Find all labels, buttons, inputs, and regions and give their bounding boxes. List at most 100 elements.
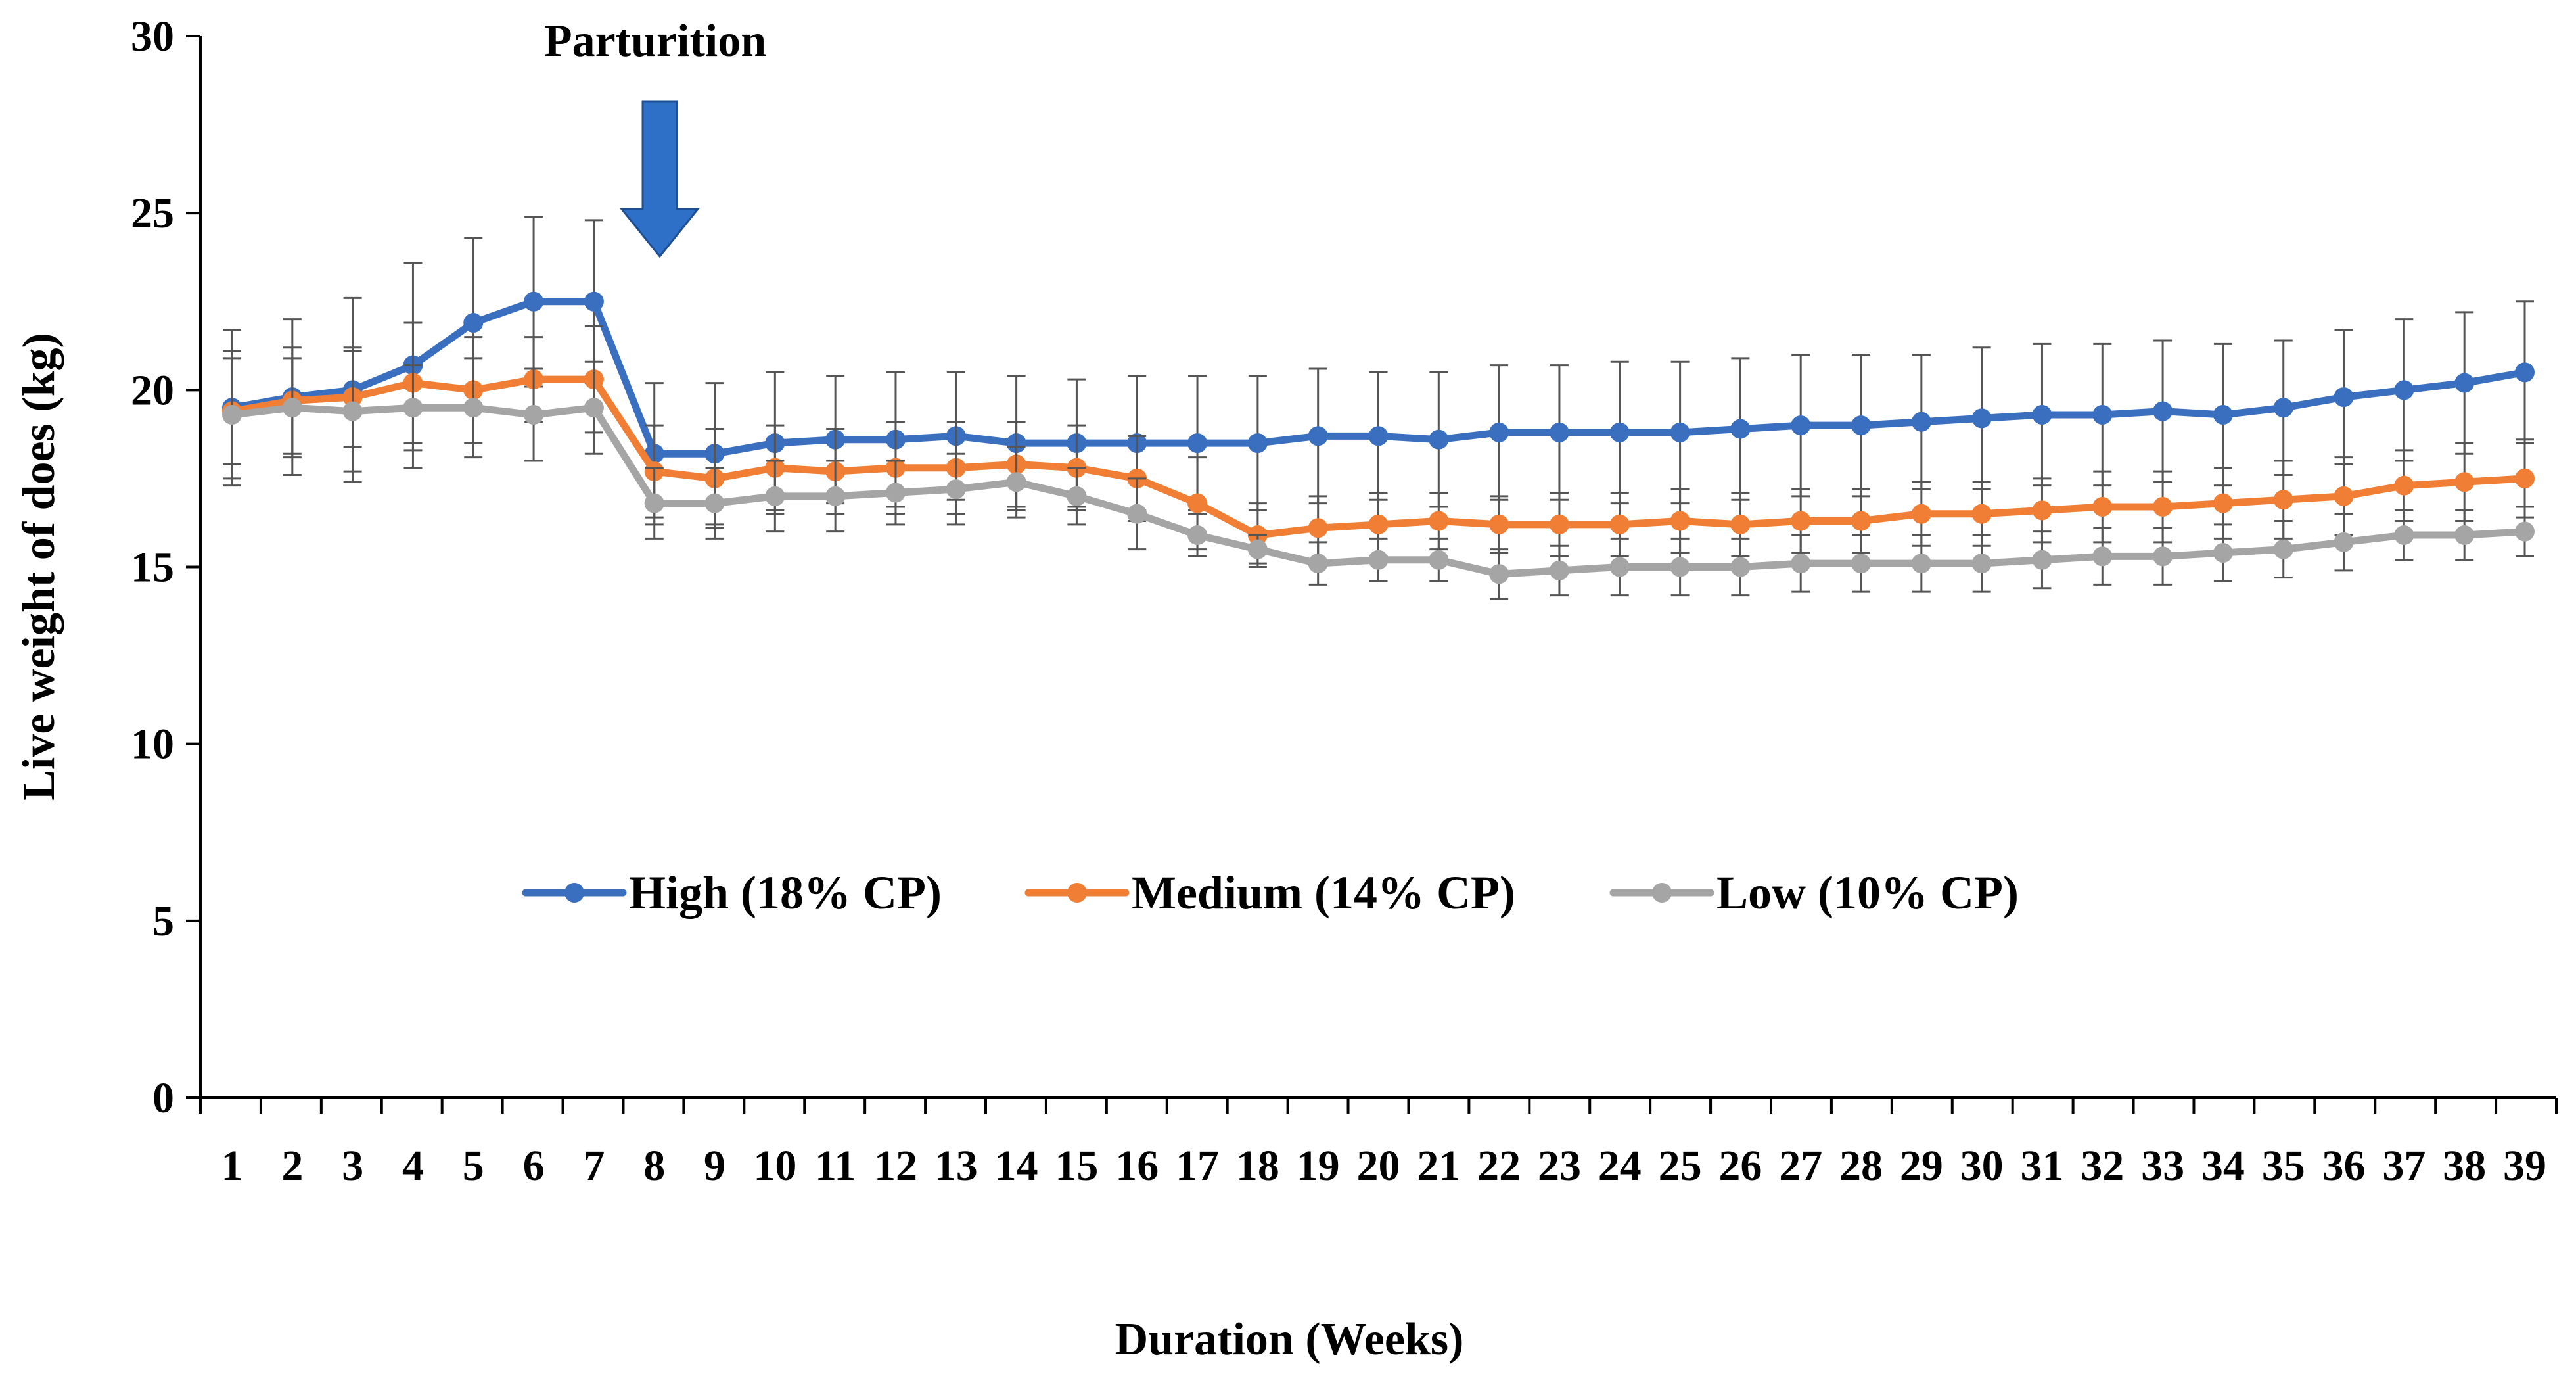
data-point-medium: [2334, 486, 2354, 506]
data-point-high: [1730, 419, 1751, 439]
data-point-medium: [2394, 475, 2414, 496]
data-point-low: [1730, 557, 1751, 577]
data-point-high: [2273, 398, 2293, 418]
data-point-high: [1429, 429, 1449, 450]
data-point-low: [463, 398, 484, 418]
y-axis-title: Live weight of does (kg): [14, 333, 64, 801]
x-tick-label: 20: [1357, 1142, 1400, 1190]
x-tick-label: 27: [1779, 1142, 1822, 1190]
data-point-medium: [2153, 496, 2173, 517]
data-point-high: [1791, 415, 1811, 436]
data-point-medium: [2454, 472, 2475, 492]
data-point-high: [1187, 433, 1208, 454]
x-tick-label: 21: [1417, 1142, 1460, 1190]
x-tick-label: 35: [2262, 1142, 2305, 1190]
legend-item-medium: Medium (14% CP): [1024, 866, 1515, 919]
legend-label-medium: Medium (14% CP): [1132, 866, 1515, 919]
data-point-high: [1308, 426, 1328, 446]
x-tick-label: 3: [342, 1142, 363, 1190]
data-point-medium: [1609, 514, 1630, 534]
x-tick-label: 18: [1236, 1142, 1279, 1190]
data-point-low: [946, 479, 966, 500]
data-point-low: [2213, 542, 2233, 563]
data-point-high: [2153, 401, 2173, 421]
x-tick-label: 9: [704, 1142, 725, 1190]
data-point-low: [2334, 532, 2354, 552]
x-tick-label: 7: [583, 1142, 605, 1190]
x-tick-label: 11: [815, 1142, 856, 1190]
data-point-low: [1006, 472, 1026, 492]
data-point-low: [1971, 554, 1992, 574]
x-tick-label: 36: [2322, 1142, 2366, 1190]
data-point-high: [524, 291, 544, 312]
x-tick-label: 23: [1538, 1142, 1581, 1190]
data-point-high: [1911, 412, 1931, 432]
data-point-high: [2032, 405, 2052, 425]
x-tick-label: 16: [1115, 1142, 1159, 1190]
data-point-low: [825, 486, 846, 506]
data-point-low: [2153, 546, 2173, 567]
x-tick-label: 13: [934, 1142, 978, 1190]
data-point-high: [1247, 433, 1268, 454]
data-point-high: [584, 291, 604, 312]
x-tick-label: 33: [2141, 1142, 2184, 1190]
data-point-medium: [1187, 493, 1208, 513]
data-point-medium: [1791, 511, 1811, 531]
parturition-label: Parturition: [544, 16, 766, 66]
x-tick-label: 34: [2201, 1142, 2245, 1190]
y-tick-label: 20: [131, 366, 174, 414]
x-tick-label: 28: [1839, 1142, 1883, 1190]
data-point-medium: [1911, 504, 1931, 524]
y-tick-label: 25: [131, 189, 174, 237]
data-point-low: [2273, 539, 2293, 559]
series-layer: [222, 216, 2535, 600]
y-tick-label: 30: [131, 12, 174, 60]
y-ticks: 0 5 10 15 20 25 30: [131, 12, 200, 1122]
data-point-high: [2334, 387, 2354, 408]
data-point-high: [2213, 405, 2233, 425]
x-tick-label: 38: [2443, 1142, 2486, 1190]
data-point-high: [2394, 380, 2414, 400]
data-point-low: [1187, 525, 1208, 546]
y-tick-label: 15: [131, 544, 174, 592]
data-point-high: [2454, 373, 2475, 393]
data-point-medium: [2032, 500, 2052, 521]
data-point-low: [2032, 550, 2052, 570]
x-tick-label: 37: [2382, 1142, 2426, 1190]
data-point-high: [1851, 415, 1872, 436]
x-ticks: 1 2 3 4 5 6 7 8 9 10 11 12 13 14 15 16 17 18 19 20 21 22 23 24 2…: [199, 1098, 2558, 1190]
data-point-low: [1489, 564, 1509, 584]
data-point-low: [1609, 557, 1630, 577]
data-point-medium: [2273, 490, 2293, 510]
data-point-low: [1067, 486, 1087, 506]
legend: High (18% CP) Medium (14% CP) Low (10% C…: [522, 866, 2019, 919]
data-point-low: [1791, 554, 1811, 574]
legend-label-high: High (18% CP): [629, 866, 942, 919]
data-point-medium: [2092, 496, 2113, 517]
x-tick-label: 26: [1718, 1142, 1762, 1190]
data-point-medium: [1670, 511, 1690, 531]
data-point-medium: [1971, 504, 1992, 524]
x-tick-label: 10: [753, 1142, 796, 1190]
data-point-low: [885, 483, 906, 503]
legend-marker-low: [1652, 883, 1672, 903]
data-point-medium: [1368, 514, 1389, 534]
data-point-high: [1670, 422, 1690, 442]
x-tick-label: 24: [1598, 1142, 1642, 1190]
x-tick-label: 8: [643, 1142, 665, 1190]
series-low: [222, 350, 2535, 600]
data-point-high: [1368, 426, 1389, 446]
x-tick-label: 29: [1900, 1142, 1943, 1190]
data-point-low: [1308, 554, 1328, 574]
x-axis-title: Duration (Weeks): [1115, 1314, 1464, 1365]
data-point-low: [1911, 554, 1931, 574]
data-point-low: [2092, 546, 2113, 567]
x-tick-label: 12: [874, 1142, 917, 1190]
x-tick-label: 22: [1477, 1142, 1521, 1190]
parturition-arrow-icon: [619, 100, 701, 258]
x-tick-label: 31: [2020, 1142, 2063, 1190]
data-point-low: [2515, 521, 2535, 542]
x-tick-label: 17: [1176, 1142, 1219, 1190]
